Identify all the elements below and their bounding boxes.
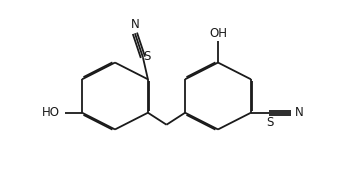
Text: N: N <box>130 18 139 31</box>
Text: HO: HO <box>42 106 60 119</box>
Text: S: S <box>266 116 274 129</box>
Text: N: N <box>294 106 303 119</box>
Text: OH: OH <box>209 27 227 40</box>
Text: S: S <box>143 50 151 63</box>
